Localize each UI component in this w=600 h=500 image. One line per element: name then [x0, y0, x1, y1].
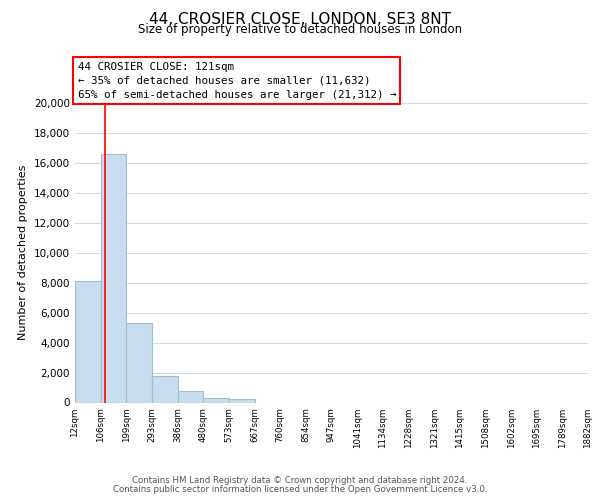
- Bar: [203, 398, 229, 402]
- Text: 44 CROSIER CLOSE: 121sqm
← 35% of detached houses are smaller (11,632)
65% of se: 44 CROSIER CLOSE: 121sqm ← 35% of detach…: [77, 62, 396, 100]
- Bar: [178, 391, 203, 402]
- Bar: [75, 281, 101, 402]
- Text: Contains public sector information licensed under the Open Government Licence v3: Contains public sector information licen…: [113, 485, 487, 494]
- Text: Size of property relative to detached houses in London: Size of property relative to detached ho…: [138, 22, 462, 36]
- Bar: [152, 376, 178, 402]
- Y-axis label: Number of detached properties: Number of detached properties: [19, 165, 28, 340]
- Bar: [127, 323, 152, 402]
- Text: 44, CROSIER CLOSE, LONDON, SE3 8NT: 44, CROSIER CLOSE, LONDON, SE3 8NT: [149, 12, 451, 28]
- Bar: [229, 399, 254, 402]
- Text: Contains HM Land Registry data © Crown copyright and database right 2024.: Contains HM Land Registry data © Crown c…: [132, 476, 468, 485]
- Bar: [101, 154, 127, 402]
